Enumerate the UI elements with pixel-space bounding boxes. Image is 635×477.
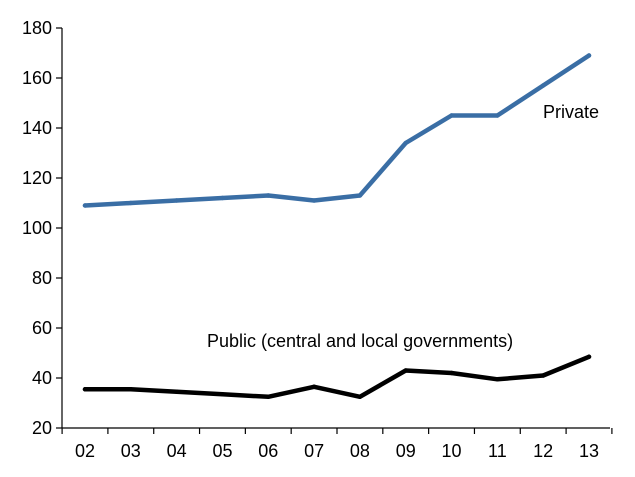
series-label-private: Private: [543, 102, 599, 122]
x-tick-label: 12: [533, 441, 553, 461]
x-tick-label: 07: [304, 441, 324, 461]
x-tick-label: 05: [212, 441, 232, 461]
private-data-point: [449, 113, 454, 118]
private-data-point: [266, 193, 271, 198]
private-data-point: [540, 83, 546, 88]
y-tick-label: 100: [22, 218, 52, 238]
x-tick-label: 09: [396, 441, 416, 461]
y-tick-label: 40: [32, 368, 52, 388]
series-lines: [82, 53, 592, 400]
y-tick-label: 180: [22, 18, 52, 38]
y-tick-label: 140: [22, 118, 52, 138]
y-tick-label: 160: [22, 68, 52, 88]
x-tick-label: 03: [121, 441, 141, 461]
private-data-point: [311, 198, 317, 203]
x-tick-label: 02: [75, 441, 95, 461]
x-axis-ticks: 02 03 04 05 06 07 08 09 10 11 12 13: [61, 428, 613, 461]
public-data-point: [311, 384, 317, 389]
x-tick-label: 06: [258, 441, 278, 461]
private-data-point: [586, 53, 592, 58]
y-tick-label: 20: [32, 418, 52, 438]
series-labels: Private Public (central and local govern…: [207, 102, 599, 351]
private-data-point: [128, 200, 134, 206]
private-data-point: [403, 140, 408, 146]
private-data-point: [220, 195, 225, 201]
public-data-point: [266, 394, 271, 399]
y-tick-label: 60: [32, 318, 52, 338]
x-tick-label: 08: [350, 441, 370, 461]
x-tick-label: 04: [167, 441, 187, 461]
private-data-point: [174, 198, 179, 203]
public-data-point: [220, 392, 225, 397]
private-data-point: [357, 193, 363, 198]
x-tick-label: 13: [579, 441, 599, 461]
axes: [61, 28, 610, 429]
private-data-point: [495, 113, 500, 118]
x-tick-label: 10: [442, 441, 462, 461]
y-tick-label: 80: [32, 268, 52, 288]
public-data-point: [586, 354, 592, 359]
public-data-point: [174, 389, 179, 394]
y-axis-ticks: 20 40 60 80 100 120 140 160 180: [22, 18, 62, 438]
public-data-point: [357, 394, 363, 399]
public-data-point: [540, 373, 546, 378]
public-data-point: [128, 387, 134, 392]
series-label-public: Public (central and local governments): [207, 331, 513, 351]
public-data-point: [449, 370, 454, 376]
series-line-private: [82, 53, 592, 208]
public-data-point: [495, 377, 500, 382]
public-data-point: [82, 387, 88, 392]
series-line-public: [82, 354, 592, 400]
x-tick-label: 11: [488, 441, 507, 461]
y-tick-label: 120: [22, 168, 52, 188]
private-data-point: [82, 203, 88, 208]
public-data-point: [403, 368, 408, 373]
